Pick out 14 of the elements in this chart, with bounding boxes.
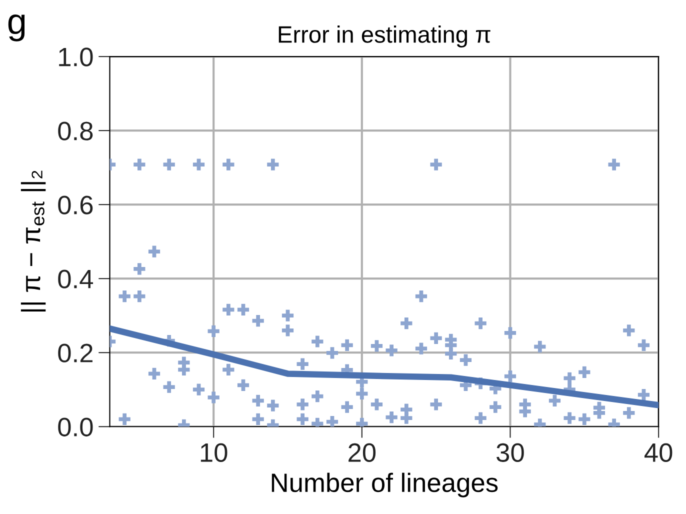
chart-title: Error in estimating π <box>278 26 490 48</box>
x-axis-title: Number of lineages <box>272 472 498 498</box>
y-tick-label: 0.2 <box>58 344 92 362</box>
y-tick-label: 1.0 <box>59 48 93 66</box>
x-tick-label: 10 <box>200 443 228 462</box>
y-tick-label: 0.0 <box>58 418 93 436</box>
text: g <box>8 14 25 42</box>
x-tick-label: 30 <box>496 443 524 462</box>
y-tick-label: 0.6 <box>58 196 93 214</box>
y-tick-label: 0.4 <box>58 270 94 288</box>
x-tick-label: 40 <box>644 443 672 462</box>
x-tick-label: 20 <box>348 443 376 462</box>
y-tick-label: 0.8 <box>58 122 93 140</box>
y-axis-title: || π − π$_{est}$ ||₂ <box>20 170 46 312</box>
